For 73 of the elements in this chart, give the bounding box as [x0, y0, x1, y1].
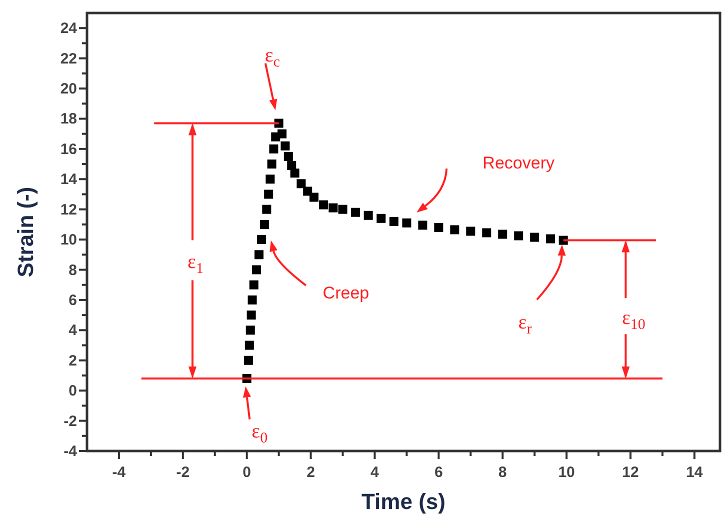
y-tick-label: 20 [60, 80, 77, 98]
point [257, 235, 266, 244]
point [252, 265, 261, 274]
point [319, 200, 328, 210]
y-axis-title: Strain (-) [13, 186, 38, 278]
point [246, 310, 256, 320]
point [248, 295, 257, 304]
point [402, 218, 412, 228]
x-tick-label: 14 [686, 464, 704, 481]
annotation: ε$_{0}$ [252, 420, 268, 446]
point [278, 129, 287, 138]
point [450, 225, 460, 234]
point [530, 232, 540, 242]
annotation: Creep [322, 283, 370, 302]
point [338, 204, 348, 214]
annotation: ε$_{r}$ [518, 312, 532, 338]
y-tick-label: 10 [60, 232, 77, 249]
point [254, 250, 264, 260]
point [328, 203, 338, 212]
annotation: Recovery [482, 154, 555, 173]
point [389, 216, 398, 226]
point [418, 220, 428, 230]
point [244, 356, 253, 365]
point [482, 228, 492, 238]
y-tick-label: 0 [68, 382, 77, 400]
point [514, 231, 524, 240]
point [280, 141, 290, 150]
x-tick-label: 10 [558, 464, 575, 481]
point [296, 179, 306, 188]
point [269, 144, 278, 154]
x-tick-label: 4 [370, 464, 380, 481]
point [262, 204, 272, 214]
point [303, 186, 312, 196]
y-tick-label: 6 [68, 292, 77, 309]
point [351, 208, 360, 217]
point [266, 174, 275, 184]
x-tick-label: 0 [242, 464, 252, 481]
x-tick-label: 6 [434, 464, 443, 481]
x-tick-label: 8 [498, 464, 507, 481]
y-tick-label: 18 [60, 110, 77, 128]
point [246, 326, 255, 335]
point [466, 226, 476, 236]
point [376, 214, 386, 223]
point [290, 168, 300, 178]
y-tick-label: 4 [68, 322, 78, 340]
point [434, 222, 444, 232]
y-tick-label: 14 [60, 171, 78, 188]
x-tick-label: -2 [176, 464, 190, 481]
y-tick-label: -2 [64, 412, 77, 430]
y-tick-label: 24 [60, 20, 78, 38]
x-tick-label: -4 [112, 464, 126, 481]
y-tick-label: 8 [68, 262, 77, 279]
point [249, 280, 258, 290]
x-tick-label: 2 [306, 464, 315, 481]
point [267, 160, 276, 169]
x-axis-title: Time (s) [362, 489, 446, 514]
x-tick-label: 12 [622, 464, 639, 481]
y-tick-label: 16 [60, 140, 77, 158]
point [309, 192, 318, 202]
point [260, 220, 269, 229]
annotation: ε$_{1}$ [188, 251, 204, 277]
point [264, 190, 274, 199]
point [284, 152, 293, 161]
point [244, 340, 254, 350]
annotation: ε$_{c}$ [264, 44, 280, 70]
point [546, 234, 556, 244]
point [364, 210, 373, 220]
y-tick-label: 12 [60, 201, 77, 218]
point [498, 230, 508, 239]
y-tick-label: 2 [68, 352, 77, 370]
y-tick-label: 22 [60, 50, 77, 68]
annotation: ε$_{10}$ [622, 307, 646, 333]
y-tick-label: -4 [64, 443, 78, 460]
